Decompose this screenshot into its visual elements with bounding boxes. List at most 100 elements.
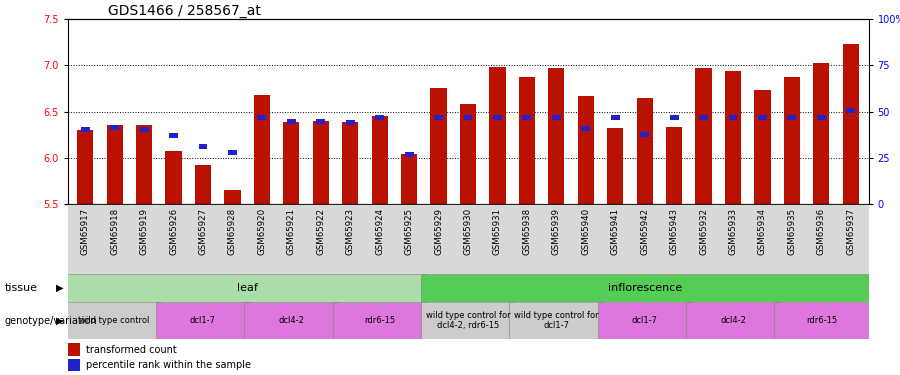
Bar [372, 116, 388, 204]
Bar [199, 144, 207, 149]
Text: GSM65917: GSM65917 [81, 208, 90, 255]
Text: GSM65926: GSM65926 [169, 208, 178, 255]
Bar [666, 128, 682, 204]
Text: ▶: ▶ [56, 316, 63, 326]
Bar [140, 127, 148, 132]
Text: dcl1-7: dcl1-7 [190, 316, 216, 325]
Bar [518, 77, 535, 204]
Text: GDS1466 / 258567_at: GDS1466 / 258567_at [108, 4, 260, 18]
Text: dcl4-2: dcl4-2 [720, 316, 746, 325]
Bar [464, 115, 472, 120]
Text: dcl1-7: dcl1-7 [632, 316, 658, 325]
Text: ▶: ▶ [56, 283, 63, 293]
Text: GSM65929: GSM65929 [434, 208, 443, 255]
Bar [68, 274, 427, 302]
Bar [401, 154, 418, 204]
Bar [636, 98, 652, 204]
Bar [784, 77, 800, 204]
Bar [581, 126, 590, 131]
Text: GSM65931: GSM65931 [493, 208, 502, 255]
Text: GSM65927: GSM65927 [199, 208, 208, 255]
Text: inflorescence: inflorescence [608, 283, 682, 293]
Bar [509, 302, 604, 339]
Bar [166, 152, 182, 204]
Bar [316, 119, 325, 124]
Text: leaf: leaf [237, 283, 257, 293]
Bar [68, 344, 80, 355]
Bar [405, 152, 414, 157]
Text: rdr6-15: rdr6-15 [364, 316, 395, 325]
Bar [640, 132, 649, 137]
Text: GSM65921: GSM65921 [287, 208, 296, 255]
Bar [670, 115, 679, 120]
Bar [287, 119, 296, 124]
Bar [699, 115, 708, 120]
Bar [460, 104, 476, 204]
Bar [81, 127, 90, 132]
Bar [421, 274, 868, 302]
Bar [817, 115, 826, 120]
Bar [846, 108, 855, 113]
Bar [754, 90, 770, 204]
Text: GSM65936: GSM65936 [817, 208, 826, 255]
Bar [244, 302, 338, 339]
Bar [434, 115, 443, 120]
Bar [578, 96, 594, 204]
Text: GSM65943: GSM65943 [670, 208, 679, 255]
Text: genotype/variation: genotype/variation [4, 316, 97, 326]
Bar [254, 95, 270, 204]
Text: GSM65924: GSM65924 [375, 208, 384, 255]
Bar [490, 67, 506, 204]
Text: GSM65928: GSM65928 [228, 208, 237, 255]
Bar [598, 302, 692, 339]
Text: wild type control for
dcl1-7: wild type control for dcl1-7 [514, 311, 598, 330]
Bar [493, 115, 502, 120]
Bar [724, 71, 741, 204]
Bar [608, 128, 624, 204]
Text: GSM65933: GSM65933 [728, 208, 737, 255]
Bar [68, 359, 80, 371]
Bar [548, 68, 564, 204]
Text: GSM65930: GSM65930 [464, 208, 472, 255]
Bar [195, 165, 212, 204]
Text: wild type control: wild type control [79, 316, 149, 325]
Bar [156, 302, 250, 339]
Text: GSM65941: GSM65941 [611, 208, 620, 255]
Text: percentile rank within the sample: percentile rank within the sample [86, 360, 251, 370]
Bar [430, 88, 446, 204]
Text: GSM65937: GSM65937 [846, 208, 855, 255]
Bar [842, 44, 859, 204]
Bar [758, 115, 767, 120]
Bar [136, 126, 152, 204]
Bar [686, 302, 780, 339]
Bar [696, 68, 712, 204]
Bar [774, 302, 868, 339]
Bar [284, 122, 300, 204]
Bar [77, 130, 94, 204]
Text: GSM65919: GSM65919 [140, 208, 148, 255]
Bar [346, 120, 355, 125]
Bar [814, 63, 830, 204]
Bar [729, 115, 737, 120]
Text: GSM65918: GSM65918 [110, 208, 119, 255]
Text: GSM65935: GSM65935 [788, 208, 796, 255]
Text: wild type control for
dcl4-2, rdr6-15: wild type control for dcl4-2, rdr6-15 [426, 311, 510, 330]
Text: dcl4-2: dcl4-2 [278, 316, 304, 325]
Text: GSM65942: GSM65942 [640, 208, 649, 255]
Bar [169, 133, 178, 138]
Text: GSM65940: GSM65940 [581, 208, 590, 255]
Bar [106, 126, 122, 204]
Bar [611, 115, 620, 120]
Bar [257, 115, 266, 120]
Text: GSM65934: GSM65934 [758, 208, 767, 255]
Bar [421, 302, 515, 339]
Bar [342, 122, 358, 204]
Text: GSM65925: GSM65925 [405, 208, 414, 255]
Bar [788, 115, 796, 120]
Bar [228, 150, 237, 155]
Text: tissue: tissue [4, 283, 38, 293]
Text: GSM65923: GSM65923 [346, 208, 355, 255]
Text: GSM65938: GSM65938 [522, 208, 531, 255]
Text: GSM65922: GSM65922 [316, 208, 325, 255]
Bar [522, 115, 531, 120]
